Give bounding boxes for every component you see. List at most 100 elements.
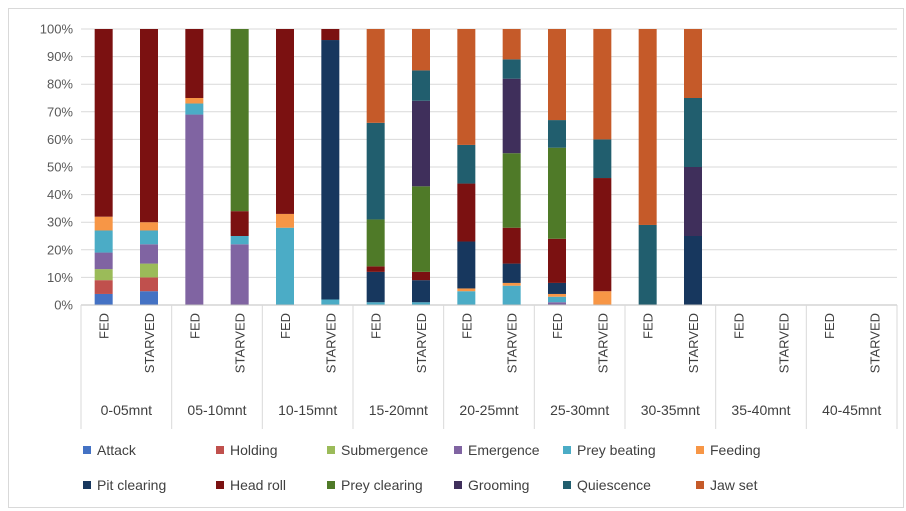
- legend-swatch: [563, 481, 571, 489]
- bar-segment-jaw-set: [548, 29, 566, 121]
- x-subcategory-label: FED: [187, 313, 202, 339]
- bar-segment-jaw-set: [502, 29, 521, 60]
- x-group-label: 10-15mnt: [278, 402, 337, 418]
- bar-segment-pit-clearing: [321, 40, 340, 300]
- bar-segment-pit-clearing: [412, 280, 430, 303]
- bar-segment-quiescence: [548, 120, 566, 148]
- y-tick-label: 40%: [47, 187, 73, 202]
- legend-label: Submergence: [341, 442, 428, 458]
- bar-segment-prey-beating: [457, 291, 476, 305]
- y-tick-label: 70%: [47, 104, 73, 119]
- legend-item-feeding: Feeding: [696, 442, 761, 458]
- bar-segment-emergence: [94, 252, 113, 270]
- legend-label: Prey clearing: [341, 477, 423, 493]
- x-group-label: 40-45mnt: [822, 402, 881, 418]
- y-tick-label: 30%: [47, 215, 73, 230]
- y-tick-label: 80%: [47, 77, 73, 92]
- bar-segment-prey-clearing: [230, 29, 249, 212]
- bar-segment-prey-beating: [321, 299, 340, 305]
- bar-segment-feeding: [94, 216, 113, 231]
- legend-swatch: [83, 481, 91, 489]
- legend-swatch: [216, 446, 224, 454]
- bar-segment-prey-clearing: [412, 186, 430, 272]
- bar-segment-feeding: [185, 98, 204, 104]
- bar-segment-pit-clearing: [684, 236, 702, 305]
- x-subcategory-label: STARVED: [233, 313, 248, 373]
- bar-segment-head-roll: [593, 178, 612, 292]
- legend-swatch: [454, 446, 462, 454]
- legend-label: Grooming: [468, 477, 529, 493]
- x-group-label: 25-30mnt: [550, 402, 609, 418]
- bar-segment-emergence: [548, 302, 566, 305]
- legend-swatch: [216, 481, 224, 489]
- legend-item-holding: Holding: [216, 442, 277, 458]
- bar-segment-attack: [94, 293, 113, 305]
- bar-segment-prey-clearing: [548, 147, 566, 239]
- bar-segment-submergence: [94, 269, 113, 281]
- legend-swatch: [696, 446, 704, 454]
- bar-segment-emergence: [185, 114, 204, 305]
- legend-swatch: [696, 481, 704, 489]
- x-subcategory-label: STARVED: [867, 313, 882, 373]
- bar-segment-quiescence: [366, 122, 385, 220]
- bar-segment-quiescence: [412, 70, 430, 101]
- legend-item-prey-beating: Prey beating: [563, 442, 656, 458]
- bar-segment-jaw-set: [684, 29, 702, 98]
- legend: Attack Holding Submergence Emergence Prey be…: [83, 442, 761, 493]
- x-subcategory-label: STARVED: [323, 313, 338, 373]
- bar-segment-quiescence: [684, 98, 702, 167]
- bar-segment-prey-beating: [412, 302, 430, 305]
- legend-item-head-roll: Head roll: [216, 477, 286, 493]
- bar-segment-quiescence: [593, 139, 612, 179]
- bar-segment-prey-beating: [94, 230, 113, 253]
- y-tick-label: 10%: [47, 270, 73, 285]
- bar-segment-jaw-set: [412, 29, 430, 71]
- y-tick-label: 60%: [47, 132, 73, 147]
- bar-segment-prey-clearing: [366, 219, 385, 267]
- bar-segment-head-roll: [548, 238, 566, 283]
- bar-segment-jaw-set: [593, 29, 612, 140]
- bar-segment-head-roll: [366, 266, 385, 272]
- x-group-label: 0-05mnt: [101, 402, 152, 418]
- legend-item-pit-clearing: Pit clearing: [83, 477, 166, 493]
- x-subcategory-label: STARVED: [686, 313, 701, 373]
- legend-swatch: [454, 481, 462, 489]
- bar-segment-feeding: [276, 213, 294, 228]
- x-subcategory-label: FED: [731, 313, 746, 339]
- bar-segment-grooming: [502, 78, 521, 154]
- bar-segment-prey-beating: [276, 227, 294, 305]
- bar-segment-feeding: [457, 288, 476, 292]
- legend-label: Head roll: [230, 477, 286, 493]
- bar-segment-pit-clearing: [366, 271, 385, 303]
- y-tick-label: 20%: [47, 242, 73, 257]
- x-subcategory-label: STARVED: [414, 313, 429, 373]
- legend-label: Prey beating: [577, 442, 656, 458]
- bar-segment-quiescence: [638, 224, 657, 305]
- bar-segment-feeding: [593, 291, 612, 305]
- legend-swatch: [327, 481, 335, 489]
- bar-segment-jaw-set: [366, 29, 385, 123]
- bar-segment-jaw-set: [457, 29, 476, 145]
- bar-segment-grooming: [412, 100, 430, 187]
- legend-swatch: [327, 446, 335, 454]
- legend-swatch: [83, 446, 91, 454]
- x-group-label: 20-25mnt: [459, 402, 518, 418]
- x-subcategory-label: STARVED: [505, 313, 520, 373]
- bar-segment-holding: [140, 277, 158, 292]
- bar-segment-head-roll: [321, 29, 340, 41]
- x-subcategory-label: FED: [369, 313, 384, 339]
- x-subcategory-label: FED: [550, 313, 565, 339]
- legend-label: Feeding: [710, 442, 761, 458]
- legend-item-quiescence: Quiescence: [563, 477, 651, 493]
- x-subcategory-label: STARVED: [142, 313, 157, 373]
- x-group-label: 35-40mnt: [731, 402, 790, 418]
- legend-item-prey-clearing: Prey clearing: [327, 477, 423, 493]
- legend-item-emergence: Emergence: [454, 442, 540, 458]
- x-subcategory-label: FED: [97, 313, 112, 339]
- bar-segment-holding: [94, 280, 113, 294]
- x-axis: FED STARVED FED STARVED FED STARVED FED STARVED…: [80, 304, 898, 429]
- x-subcategory-label: STARVED: [777, 313, 792, 373]
- x-group-label: 05-10mnt: [187, 402, 246, 418]
- bar-segment-head-roll: [230, 211, 249, 236]
- bar-segment-quiescence: [457, 144, 476, 184]
